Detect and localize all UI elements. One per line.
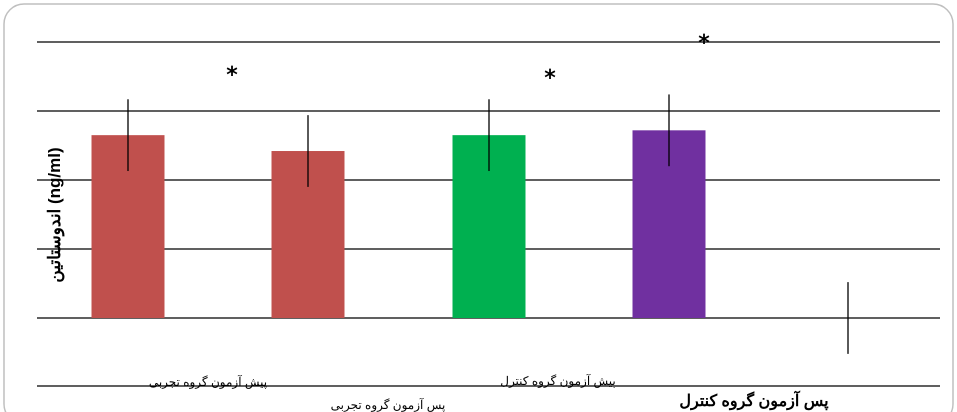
significance-star: * <box>226 63 238 88</box>
y-axis-label: اندوستاتین (ng/ml) <box>45 147 65 282</box>
significance-markers: * * * <box>226 31 710 91</box>
category-labels: پیش آزمون گروه تجربی پس آزمون گروه تجربی پ… <box>149 373 829 412</box>
error-bars <box>127 94 849 354</box>
category-label: پس آزمون گروه کنترل <box>679 389 829 411</box>
significance-star: * <box>544 66 556 91</box>
significance-star: * <box>698 31 710 56</box>
category-label: پس آزمون گروه تجربی <box>331 397 446 412</box>
category-label: پیش آزمون گروه تجربی <box>149 374 267 389</box>
category-label: پیش آزمون گروه کنترل <box>500 373 616 388</box>
